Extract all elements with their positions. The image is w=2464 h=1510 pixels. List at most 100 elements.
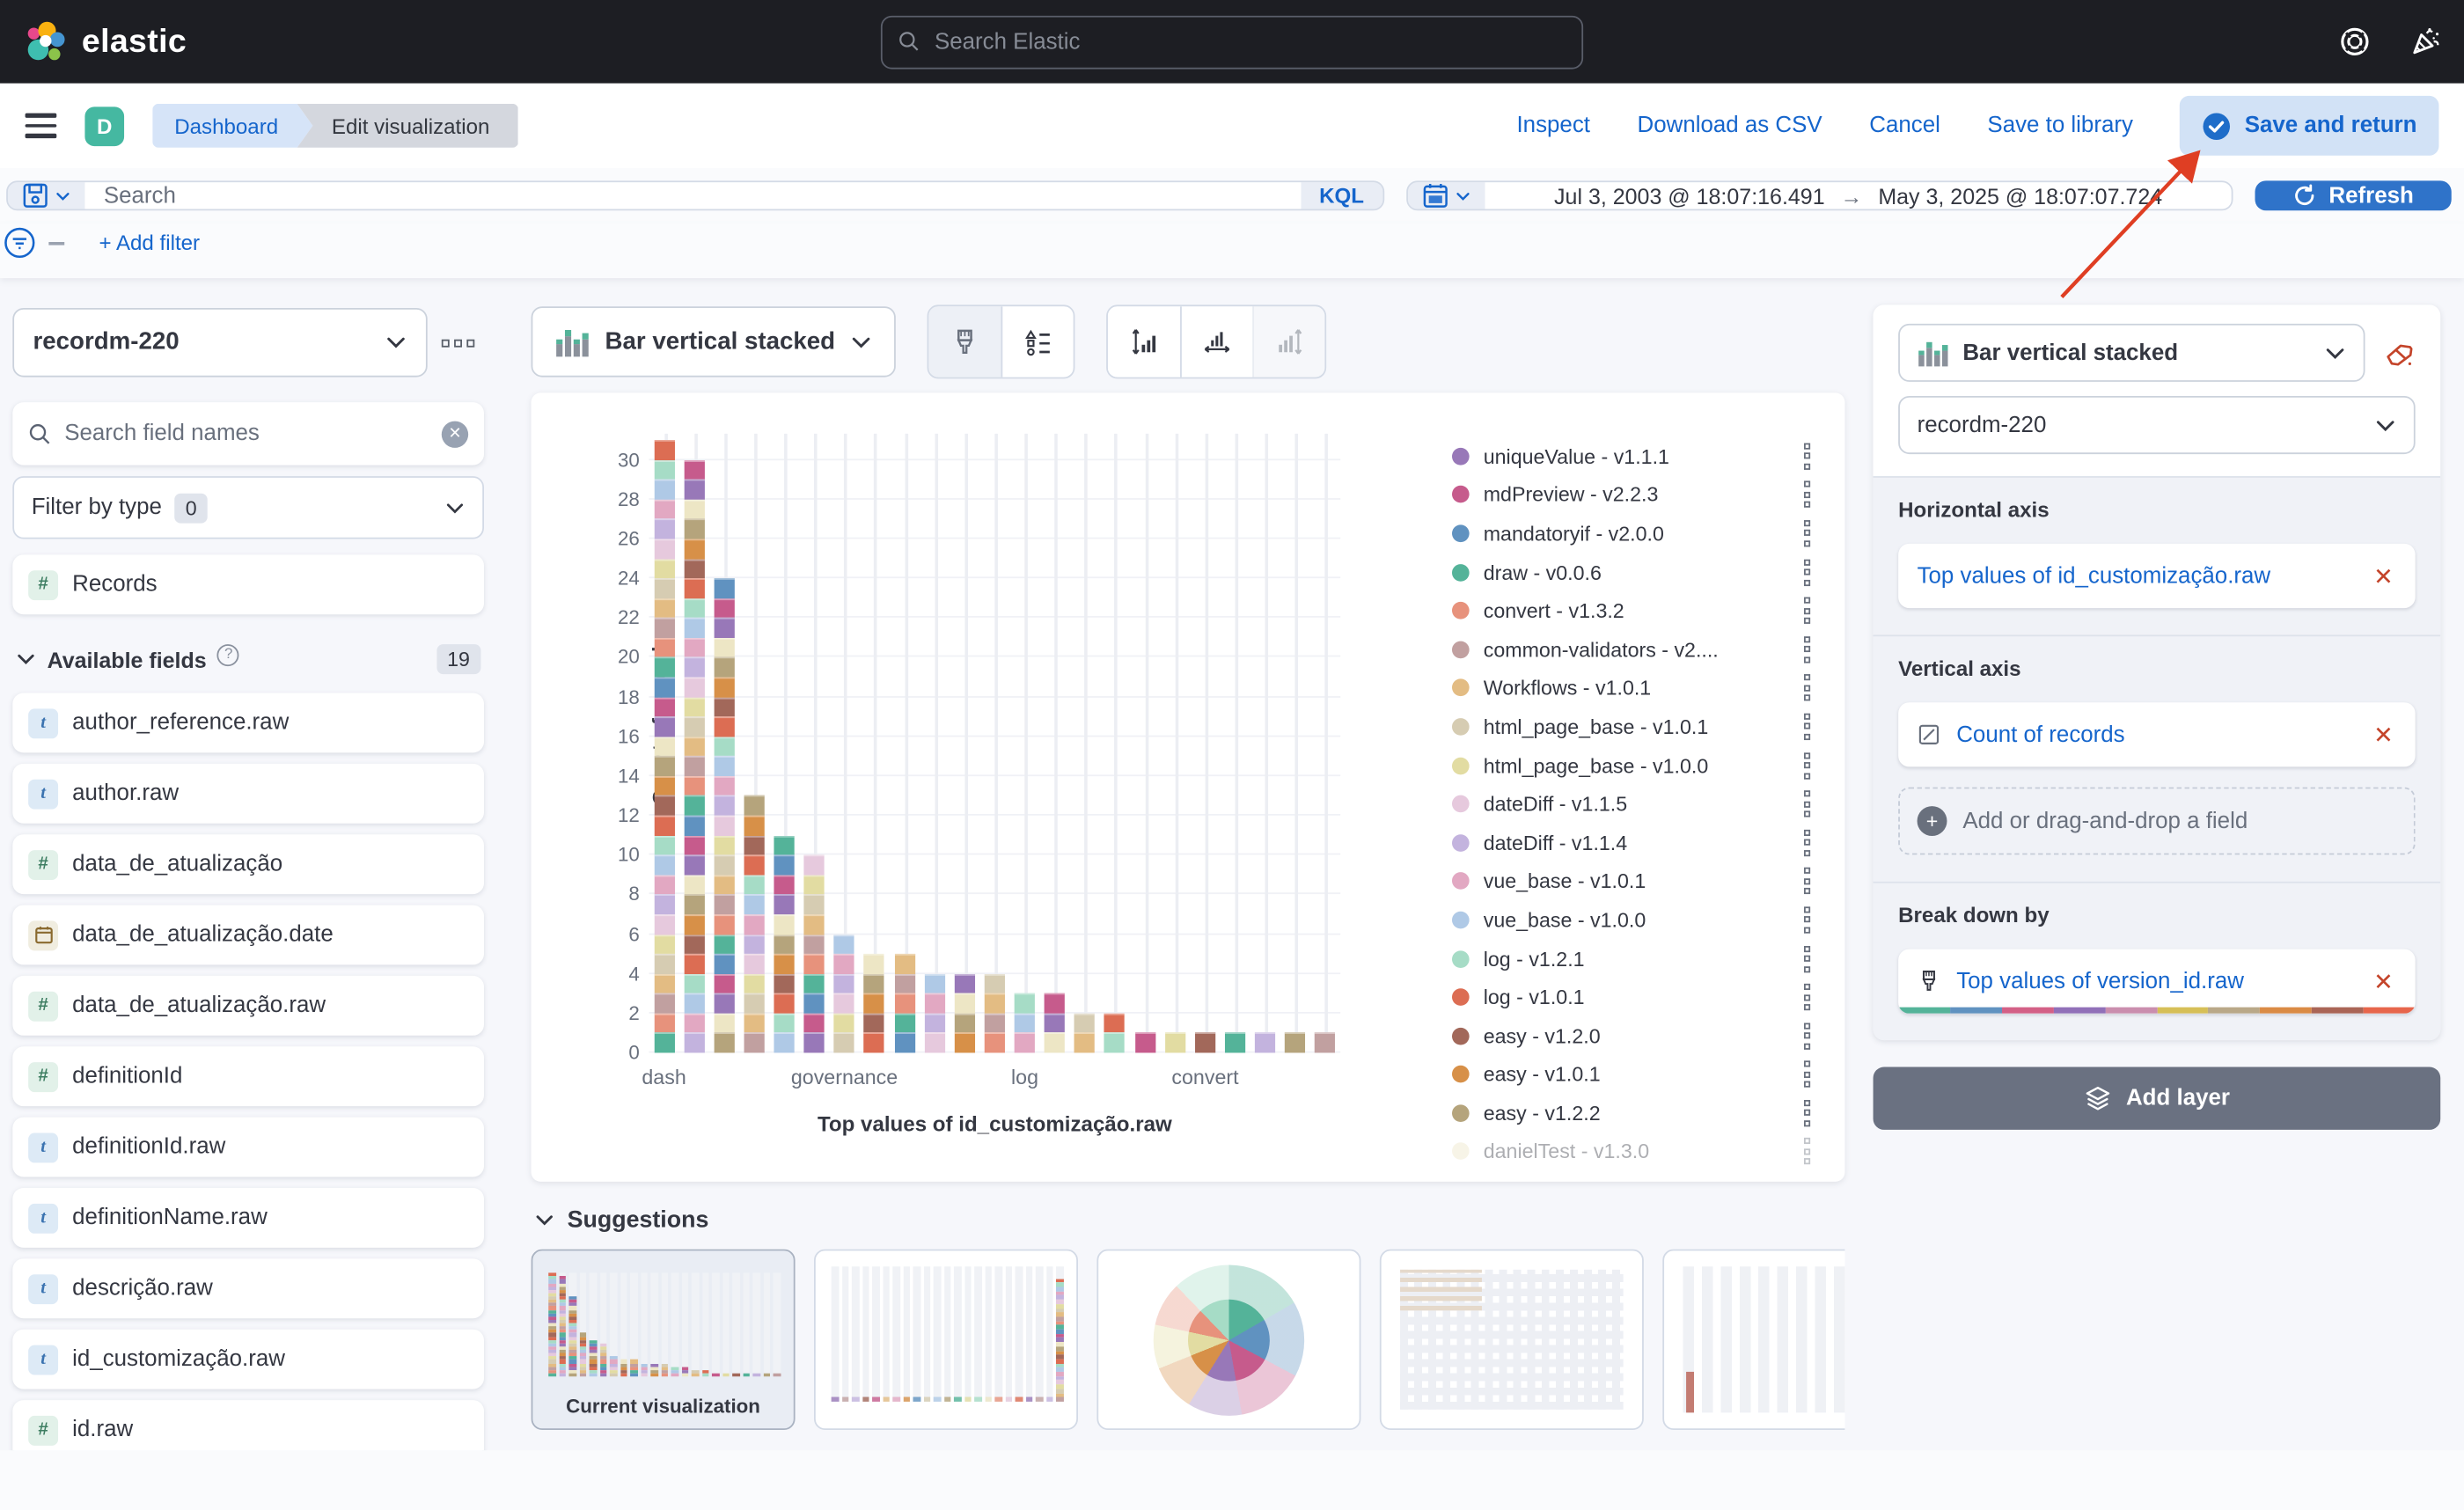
legend-actions-icon[interactable]	[1803, 597, 1816, 625]
stacked-bar[interactable]	[1104, 1013, 1126, 1053]
date-quick-menu-button[interactable]	[1407, 182, 1485, 209]
legend-actions-icon[interactable]	[1803, 984, 1816, 1011]
available-fields-header[interactable]: Available fields ? 19	[12, 626, 484, 693]
legend-item[interactable]: mandatoryif - v2.0.0	[1451, 514, 1816, 553]
suggestion-current[interactable]: Current visualization	[531, 1249, 796, 1430]
suggestion-table[interactable]	[1379, 1249, 1644, 1430]
stacked-bar[interactable]	[984, 973, 1005, 1053]
legend-actions-icon[interactable]	[1803, 1138, 1816, 1166]
stacked-bar[interactable]	[774, 835, 795, 1053]
nav-action-cancel[interactable]: Cancel	[1869, 113, 1940, 139]
horizontal-axis-dimension[interactable]: Top values of id_customização.raw ✕	[1898, 543, 2416, 609]
legend-item[interactable]: vue_base - v1.0.1	[1451, 862, 1816, 901]
stacked-bar[interactable]	[1315, 1032, 1336, 1053]
legend-item[interactable]: convert - v1.3.2	[1451, 591, 1816, 630]
query-language-button[interactable]: KQL	[1300, 182, 1383, 209]
legend-item[interactable]: uniqueValue - v1.1.1	[1451, 436, 1816, 475]
field-item[interactable]: # id.raw	[12, 1400, 484, 1451]
field-item[interactable]: t author_reference.raw	[12, 693, 484, 753]
vertical-axis-dimension[interactable]: Count of records ✕	[1898, 702, 2416, 767]
field-item[interactable]: t descrição.raw	[12, 1258, 484, 1319]
bar-plot-area[interactable]	[649, 433, 1340, 1053]
legend-item[interactable]: log - v1.0.1	[1451, 978, 1816, 1016]
filter-icon[interactable]	[4, 226, 36, 260]
save-and-return-button[interactable]: Save and return	[2180, 95, 2439, 156]
space-avatar[interactable]: D	[84, 106, 125, 146]
legend-item[interactable]: html_page_base - v1.0.0	[1451, 746, 1816, 785]
legend-actions-icon[interactable]	[1803, 443, 1816, 470]
nav-action-inspect[interactable]: Inspect	[1516, 113, 1590, 139]
stacked-bar[interactable]	[1074, 1013, 1096, 1053]
legend-actions-icon[interactable]	[1803, 906, 1816, 934]
elastic-logo[interactable]: elastic	[22, 18, 187, 66]
suggestion-partial[interactable]	[1662, 1249, 1845, 1430]
saved-query-menu-button[interactable]	[7, 182, 85, 209]
layer-data-view-picker[interactable]: recordm-220	[1898, 395, 2416, 455]
stacked-bar[interactable]	[864, 954, 885, 1053]
stacked-bar[interactable]	[1044, 993, 1066, 1053]
stacked-bar[interactable]	[1194, 1032, 1215, 1053]
legend-item[interactable]: dateDiff - v1.1.5	[1451, 785, 1816, 824]
legend-settings-button[interactable]	[1001, 306, 1074, 378]
legend-actions-icon[interactable]	[1803, 829, 1816, 856]
legend-actions-icon[interactable]	[1803, 1022, 1816, 1050]
stacked-bar[interactable]	[1164, 1032, 1185, 1053]
legend-actions-icon[interactable]	[1803, 1060, 1816, 1089]
stacked-bar[interactable]	[714, 578, 735, 1053]
date-range-start[interactable]: Jul 3, 2003 @ 18:07:16.491	[1554, 183, 1825, 209]
legend-actions-icon[interactable]	[1803, 945, 1816, 972]
suggestion-donut[interactable]	[1096, 1249, 1361, 1430]
field-item[interactable]: data_de_atualização.date	[12, 905, 484, 965]
add-filter-button[interactable]: + Add filter	[99, 231, 201, 255]
legend-actions-icon[interactable]	[1803, 635, 1816, 663]
field-item-records[interactable]: # Records	[12, 554, 484, 615]
stacked-bar[interactable]	[1224, 1032, 1246, 1053]
field-list-settings-button[interactable]	[434, 338, 481, 347]
remove-dimension-icon[interactable]: ✕	[2373, 563, 2394, 590]
legend-item[interactable]: log - v1.2.1	[1451, 939, 1816, 978]
legend-actions-icon[interactable]	[1803, 713, 1816, 740]
suggestions-header[interactable]: Suggestions	[534, 1206, 1844, 1234]
legend-actions-icon[interactable]	[1803, 674, 1816, 702]
legend-actions-icon[interactable]	[1803, 1099, 1816, 1127]
remove-dimension-icon[interactable]: ✕	[2373, 722, 2394, 749]
field-item[interactable]: # data_de_atualização.raw	[12, 975, 484, 1036]
legend-item[interactable]: vue_base - v1.0.0	[1451, 900, 1816, 939]
help-lifering-icon[interactable]	[2338, 26, 2372, 58]
field-item[interactable]: # data_de_atualização	[12, 834, 484, 895]
breadcrumb-dashboard[interactable]: Dashboard	[152, 104, 312, 148]
global-search-input[interactable]	[934, 29, 1566, 55]
add-field-drop-zone[interactable]: + Add or drag-and-drop a field	[1898, 787, 2416, 855]
stacked-bar[interactable]	[1134, 1032, 1155, 1053]
left-axis-button[interactable]	[1108, 306, 1181, 378]
filter-by-type-toggle[interactable]: Filter by type 0	[12, 476, 484, 539]
legend-actions-icon[interactable]	[1803, 751, 1816, 779]
refresh-button[interactable]: Refresh	[2255, 180, 2452, 211]
stacked-bar[interactable]	[954, 973, 975, 1053]
legend-item[interactable]: draw - v0.0.6	[1451, 553, 1816, 591]
stacked-bar[interactable]	[924, 973, 945, 1053]
field-item[interactable]: # definitionId	[12, 1046, 484, 1107]
stacked-bar[interactable]	[894, 954, 915, 1053]
chart-type-switcher[interactable]: Bar vertical stacked	[531, 306, 897, 378]
stacked-bar[interactable]	[833, 934, 855, 1053]
global-search[interactable]	[880, 14, 1584, 69]
visual-options-brush-button[interactable]	[929, 306, 1002, 378]
legend-actions-icon[interactable]	[1803, 558, 1816, 586]
clear-search-icon[interactable]: ✕	[441, 420, 469, 448]
legend-item[interactable]: easy - v1.2.2	[1451, 1094, 1816, 1132]
legend-item[interactable]: danielTest - v1.3.0	[1451, 1132, 1816, 1169]
add-layer-button[interactable]: Add layer	[1873, 1067, 2441, 1130]
legend-item[interactable]: easy - v1.2.0	[1451, 1016, 1816, 1055]
legend-actions-icon[interactable]	[1803, 481, 1816, 509]
field-item[interactable]: t author.raw	[12, 763, 484, 824]
menu-hamburger-icon[interactable]	[25, 114, 57, 138]
legend-actions-icon[interactable]	[1803, 868, 1816, 895]
legend-item[interactable]: easy - v1.0.1	[1451, 1055, 1816, 1094]
field-name-search-input[interactable]	[64, 421, 429, 447]
stacked-bar[interactable]	[1255, 1032, 1276, 1053]
legend-actions-icon[interactable]	[1803, 520, 1816, 547]
stacked-bar[interactable]	[744, 795, 765, 1053]
data-view-picker[interactable]: recordm-220	[12, 307, 428, 378]
legend-item[interactable]: common-validators - v2....	[1451, 630, 1816, 669]
